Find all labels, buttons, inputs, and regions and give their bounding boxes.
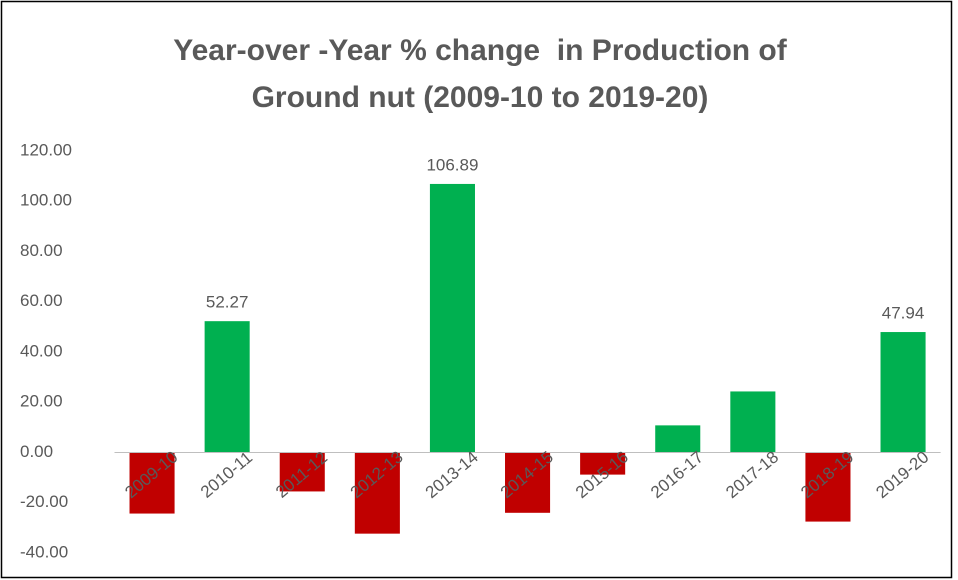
bar (204, 321, 250, 453)
bar (580, 452, 626, 475)
bar (505, 452, 551, 513)
bar (429, 183, 475, 453)
bar (655, 425, 701, 453)
y-tick-label: 0.00 (20, 442, 53, 461)
y-tick-label: -40.00 (20, 542, 68, 561)
y-tick-label: -20.00 (20, 492, 68, 511)
y-tick-label: 40.00 (20, 341, 63, 360)
bar (730, 391, 776, 453)
data-label: 47.94 (882, 304, 925, 323)
y-tick-label: 120.00 (20, 140, 72, 159)
bar (880, 332, 926, 453)
y-tick-label: 20.00 (20, 392, 63, 411)
bar (805, 452, 851, 522)
bar (354, 452, 400, 534)
bar (129, 452, 175, 514)
y-tick-label: 60.00 (20, 291, 63, 310)
chart-title: Ground nut (2009-10 to 2019-20) (252, 81, 709, 114)
data-label: 106.89 (426, 155, 478, 174)
y-tick-label: 100.00 (20, 191, 72, 210)
data-label: 52.27 (206, 293, 249, 312)
chart-title: Year-over -Year % change in Production o… (173, 34, 788, 67)
y-tick-label: 80.00 (20, 241, 63, 260)
bar (279, 452, 325, 492)
